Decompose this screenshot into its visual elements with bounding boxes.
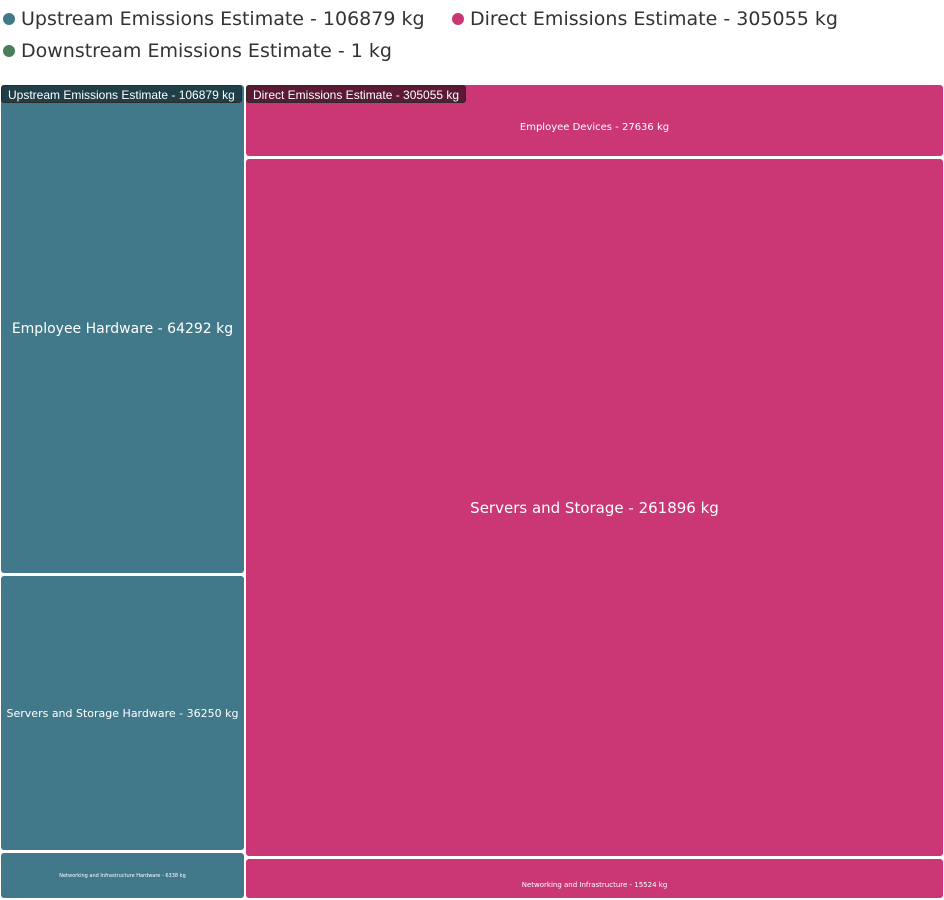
tile-servers-storage[interactable]: Servers and Storage - 261896 kg	[246, 159, 943, 856]
group-label-direct: Direct Emissions Estimate - 305055 kg	[246, 85, 467, 103]
legend-label-upstream: Upstream Emissions Estimate - 106879 kg	[21, 8, 425, 30]
legend-dot-upstream	[3, 13, 15, 25]
chart-legend: Upstream Emissions Estimate - 106879 kg …	[0, 0, 944, 80]
tile-servers-storage-hardware[interactable]: Servers and Storage Hardware - 36250 kg	[1, 576, 244, 850]
tile-networking-infrastructure-hardware[interactable]: Networking and Infrastructure Hardware -…	[1, 853, 244, 898]
legend-item-direct[interactable]: Direct Emissions Estimate - 305055 kg	[449, 8, 838, 30]
tile-label-networking-infrastructure: Networking and Infrastructure - 15524 kg	[521, 880, 668, 889]
tile-label-employee-devices: Employee Devices - 27636 kg	[519, 122, 670, 133]
tile-employee-hardware[interactable]: Employee Hardware - 64292 kg	[1, 85, 244, 573]
legend-label-direct: Direct Emissions Estimate - 305055 kg	[470, 8, 838, 30]
tile-label-servers-storage: Servers and Storage - 261896 kg	[470, 498, 719, 517]
tile-networking-infrastructure[interactable]: Networking and Infrastructure - 15524 kg	[246, 859, 943, 898]
legend-dot-downstream	[3, 45, 15, 57]
legend-dot-direct	[452, 13, 464, 25]
legend-item-downstream[interactable]: Downstream Emissions Estimate - 1 kg	[0, 40, 392, 62]
legend-item-upstream[interactable]: Upstream Emissions Estimate - 106879 kg	[0, 8, 425, 30]
tile-label-employee-hardware: Employee Hardware - 64292 kg	[11, 321, 234, 337]
legend-label-downstream: Downstream Emissions Estimate - 1 kg	[21, 40, 392, 62]
tile-label-networking-infrastructure-hardware: Networking and Infrastructure Hardware -…	[59, 872, 186, 879]
tile-label-servers-storage-hardware: Servers and Storage Hardware - 36250 kg	[6, 706, 239, 720]
group-label-upstream: Upstream Emissions Estimate - 106879 kg	[1, 85, 242, 103]
